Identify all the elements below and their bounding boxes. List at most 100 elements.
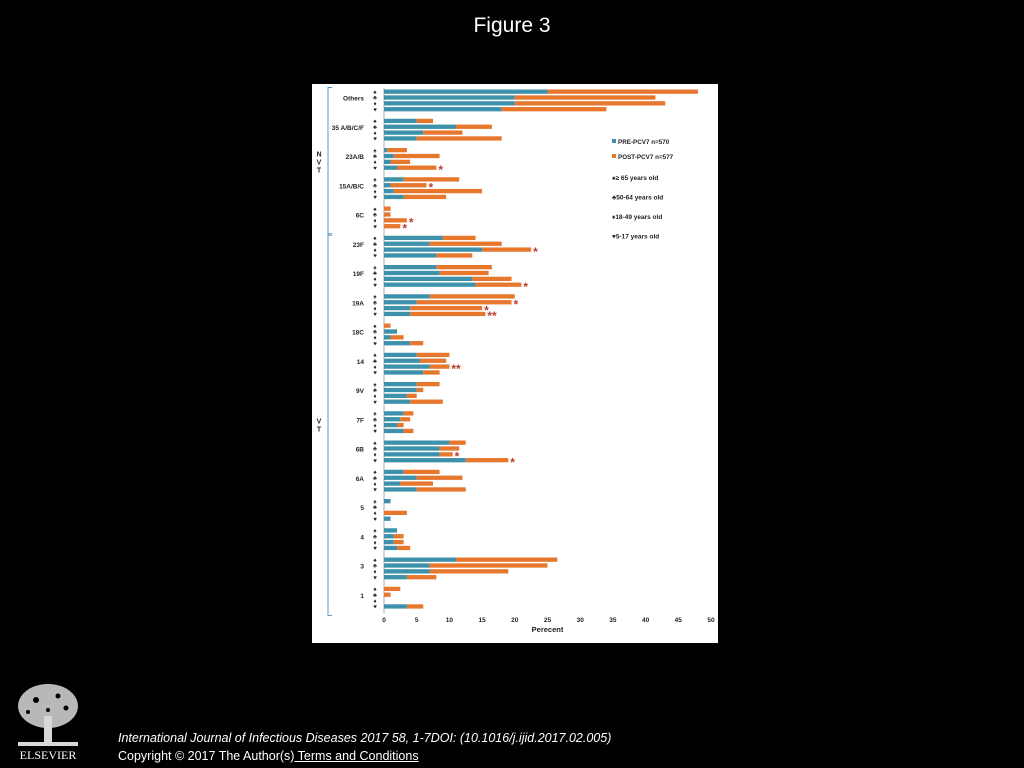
- bar-pre-pcv7: [384, 528, 398, 533]
- bar-pre-pcv7: [384, 118, 417, 124]
- category-label: 19A: [352, 300, 364, 307]
- age-symbol: ♣: [373, 359, 377, 365]
- category-label: 6B: [356, 447, 365, 454]
- bar-post-pcv7: [393, 188, 483, 194]
- age-symbol: ♠: [373, 324, 377, 330]
- bar-pre-pcv7: [384, 358, 420, 363]
- bar-post-pcv7: [397, 422, 404, 428]
- bar-pre-pcv7: [384, 188, 394, 194]
- bar-pre-pcv7: [384, 329, 398, 334]
- bar-pre-pcv7: [384, 428, 404, 434]
- x-tick-label: 35: [609, 617, 617, 624]
- bar-pre-pcv7: [384, 148, 388, 153]
- age-symbol: ♦: [373, 570, 376, 576]
- age-symbol: ♠: [373, 119, 377, 125]
- bar-post-pcv7: [439, 452, 453, 457]
- significance-star: *: [514, 297, 519, 311]
- age-symbol: ♠: [373, 441, 377, 447]
- bar-pre-pcv7: [384, 458, 466, 463]
- age-symbol: ♥: [373, 605, 377, 611]
- legend-series-label: POST-PCV7 n=577: [618, 154, 674, 161]
- bar-post-pcv7: [423, 130, 463, 135]
- age-symbol: ♣: [373, 564, 377, 570]
- category-label: 4: [360, 534, 364, 541]
- age-symbol: ♠: [373, 207, 377, 213]
- age-symbol: ♥: [373, 137, 377, 143]
- bar-pre-pcv7: [384, 95, 515, 100]
- bar-post-pcv7: [400, 481, 434, 486]
- bar-pre-pcv7: [384, 305, 411, 311]
- significance-star: *: [429, 180, 434, 194]
- age-symbol: ♣: [373, 505, 377, 511]
- bar-post-pcv7: [384, 218, 407, 223]
- bar-post-pcv7: [475, 282, 522, 287]
- bar-pre-pcv7: [384, 311, 411, 317]
- age-symbol: ♠: [373, 529, 377, 535]
- age-symbol: ♦: [373, 599, 376, 605]
- bar-post-pcv7: [406, 604, 424, 609]
- significance-star: **: [451, 362, 461, 376]
- age-symbol: ♣: [373, 154, 377, 160]
- age-symbol: ♣: [373, 534, 377, 540]
- age-symbol: ♠: [373, 90, 377, 96]
- bar-pre-pcv7: [384, 393, 407, 398]
- age-symbol: ♠: [373, 148, 377, 154]
- bar-post-pcv7: [390, 335, 404, 340]
- age-symbol: ♠: [373, 382, 377, 388]
- category-label: 23A/B: [346, 154, 365, 161]
- bar-post-pcv7: [455, 124, 492, 129]
- bar-post-pcv7: [547, 89, 698, 94]
- bar-post-pcv7: [416, 382, 440, 387]
- bar-post-pcv7: [514, 101, 666, 106]
- age-symbol: ♦: [373, 540, 376, 546]
- bar-pre-pcv7: [384, 253, 437, 258]
- x-tick-label: 15: [478, 617, 486, 624]
- bar-post-pcv7: [403, 469, 440, 475]
- age-symbol: ♠: [373, 470, 377, 476]
- bar-post-pcv7: [384, 323, 391, 328]
- bar-pre-pcv7: [384, 569, 430, 574]
- bar-post-pcv7: [429, 569, 509, 574]
- x-tick-label: 20: [511, 617, 519, 624]
- bar-post-pcv7: [419, 358, 447, 363]
- bar-pre-pcv7: [384, 159, 391, 164]
- x-tick-label: 25: [544, 617, 552, 624]
- category-label: 3: [360, 564, 364, 571]
- age-symbol: ♦: [373, 365, 376, 371]
- slide-title: Figure 3: [473, 14, 551, 37]
- bar-post-pcv7: [429, 364, 450, 369]
- bar-pre-pcv7: [384, 282, 476, 287]
- legend-swatch: [612, 154, 616, 158]
- bar-pre-pcv7: [384, 370, 424, 375]
- bar-pre-pcv7: [384, 539, 394, 545]
- age-symbol: ♥: [373, 283, 377, 289]
- bar-post-pcv7: [397, 165, 437, 170]
- group-label: N: [316, 151, 321, 158]
- bar-pre-pcv7: [384, 604, 407, 609]
- bar-pre-pcv7: [384, 481, 401, 486]
- bar-post-pcv7: [410, 311, 486, 317]
- bar-post-pcv7: [439, 270, 489, 276]
- age-symbol: ♥: [373, 546, 377, 552]
- x-tick-label: 0: [382, 617, 386, 624]
- x-tick-label: 40: [642, 617, 650, 624]
- bar-post-pcv7: [501, 107, 607, 112]
- bar-post-pcv7: [403, 194, 447, 200]
- age-symbol: ♦: [373, 453, 376, 459]
- bar-post-pcv7: [384, 224, 401, 229]
- bar-pre-pcv7: [384, 153, 394, 159]
- age-symbol: ♥: [373, 224, 377, 230]
- age-symbol: ♣: [373, 388, 377, 394]
- bar-post-pcv7: [384, 206, 391, 211]
- figure-panel: Others ♠ ♣ ♦ ♥ 35 A/B/C/F ♠ ♣ ♦ ♥ 23A/B ♠ ♣ ♦ ♥ * 15A/B/…: [312, 84, 718, 643]
- bar-pre-pcv7: [384, 557, 456, 562]
- bar-pre-pcv7: [384, 165, 398, 170]
- age-symbol: ♣: [373, 300, 377, 306]
- age-symbol: ♦: [373, 482, 376, 488]
- bar-pre-pcv7: [384, 130, 424, 135]
- category-label: 23F: [353, 242, 364, 249]
- legend-age-label: ♣50-64 years old: [612, 195, 663, 202]
- terms-and-conditions-link[interactable]: Terms and Conditions: [294, 749, 419, 763]
- bar-post-pcv7: [514, 95, 656, 100]
- bar-pre-pcv7: [384, 499, 391, 504]
